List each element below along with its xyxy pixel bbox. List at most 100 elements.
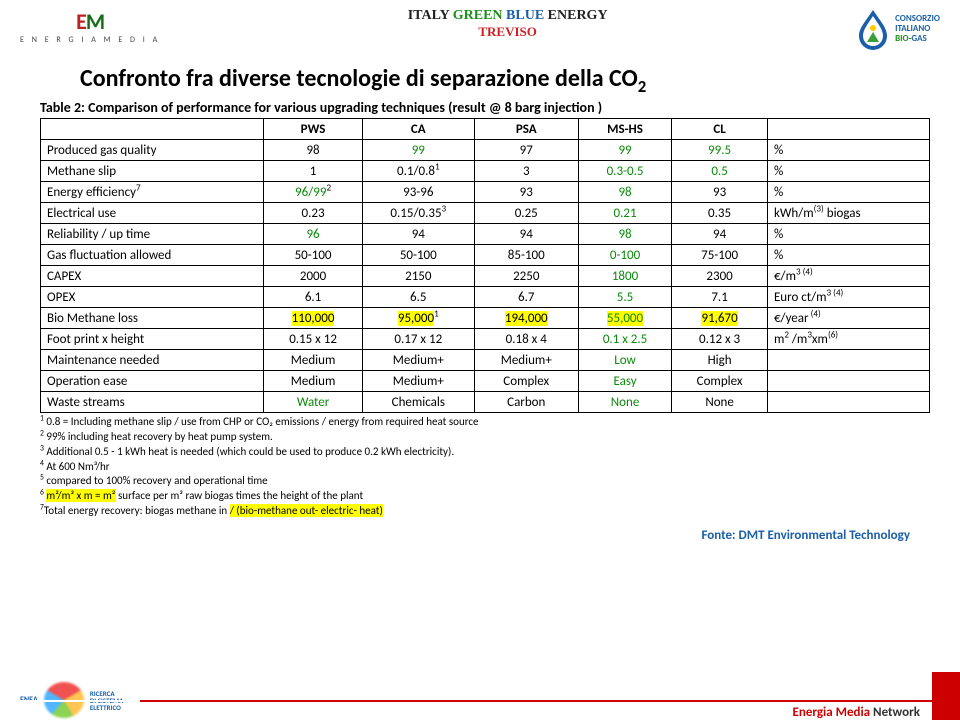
cell: 0.1 x 2.5: [578, 329, 671, 350]
cell: Easy: [578, 371, 671, 392]
table-row: Bio Methane loss110,00095,0001194,00055,…: [41, 308, 930, 329]
cell: 98: [578, 224, 671, 245]
cell: Medium+: [474, 350, 578, 371]
row-label: Produced gas quality: [41, 140, 264, 161]
footnote: 1 0.8 = Including methane slip / use fro…: [40, 415, 930, 430]
cell: 2250: [474, 266, 578, 287]
col-header: MS-HS: [578, 119, 671, 140]
cell: Low: [578, 350, 671, 371]
cell: 2150: [362, 266, 474, 287]
logo-event: ITALY GREEN BLUE ENERGY TREVISO: [408, 8, 608, 40]
cell: 93: [474, 182, 578, 203]
cell: 96/992: [264, 182, 363, 203]
col-header: PWS: [264, 119, 363, 140]
unit-cell: €/m3 (4): [767, 266, 929, 287]
footer-brand: Energia Media Network: [793, 705, 920, 720]
cell: 55,000: [578, 308, 671, 329]
col-header: CA: [362, 119, 474, 140]
unit-cell: %: [767, 245, 929, 266]
table-row: Electrical use0.230.15/0.3530.250.210.35…: [41, 203, 930, 224]
cell: 0.15 x 12: [264, 329, 363, 350]
logo-e: E: [76, 8, 86, 35]
cell: High: [672, 350, 768, 371]
cell: 50-100: [264, 245, 363, 266]
cell: 0.12 x 3: [672, 329, 768, 350]
cell: 75-100: [672, 245, 768, 266]
cell: 0.35: [672, 203, 768, 224]
table-row: Gas fluctuation allowed50-10050-10085-10…: [41, 245, 930, 266]
cell: 94: [362, 224, 474, 245]
cell: 0.18 x 4: [474, 329, 578, 350]
table-row: Maintenance neededMediumMedium+Medium+Lo…: [41, 350, 930, 371]
header: EM E N E R G I A M E D I A ITALY GREEN B…: [0, 0, 960, 56]
cell: 0.21: [578, 203, 671, 224]
unit-cell: %: [767, 182, 929, 203]
cell: 2300: [672, 266, 768, 287]
cell: Medium+: [362, 350, 474, 371]
footnotes: 1 0.8 = Including methane slip / use fro…: [40, 415, 930, 519]
table-row: Methane slip10.1/0.8130.3-0.50.5%: [41, 161, 930, 182]
row-label: Methane slip: [41, 161, 264, 182]
unit-cell: %: [767, 140, 929, 161]
cell: 110,000: [264, 308, 363, 329]
col-header: CL: [672, 119, 768, 140]
comparison-table: PWSCAPSAMS-HSCL Produced gas quality9899…: [40, 118, 930, 413]
cell: 91,670: [672, 308, 768, 329]
footer: ENEA RICERCA DI SISTEMA ELETTRICO Energi…: [0, 672, 960, 720]
cell: Complex: [474, 371, 578, 392]
footnote: 3 Additional 0.5 - 1 kWh heat is needed …: [40, 445, 930, 460]
row-label: OPEX: [41, 287, 264, 308]
cell: 2000: [264, 266, 363, 287]
cell: Carbon: [474, 392, 578, 413]
table-row: Energy efficiency796/99293-96939893%: [41, 182, 930, 203]
table-caption: Table 2: Comparison of performance for v…: [40, 99, 930, 116]
row-label: CAPEX: [41, 266, 264, 287]
table-row: Waste streamsWaterChemicalsCarbonNoneNon…: [41, 392, 930, 413]
row-label: Waste streams: [41, 392, 264, 413]
unit-cell: [767, 350, 929, 371]
table-row: OPEX6.16.56.75.57.1Euro ct/m3 (4): [41, 287, 930, 308]
row-label: Reliability / up time: [41, 224, 264, 245]
cell: 0.23: [264, 203, 363, 224]
cell: 50-100: [362, 245, 474, 266]
cell: 194,000: [474, 308, 578, 329]
logo-m: M: [86, 8, 104, 35]
cell: 97: [474, 140, 578, 161]
footnote: 2 99% including heat recovery by heat pu…: [40, 430, 930, 445]
cell: 7.1: [672, 287, 768, 308]
unit-cell: [767, 371, 929, 392]
table-row: Operation easeMediumMedium+ComplexEasyCo…: [41, 371, 930, 392]
unit-cell: m2 /m3xm(6): [767, 329, 929, 350]
row-label: Foot print x height: [41, 329, 264, 350]
cell: 5.5: [578, 287, 671, 308]
cell: 93-96: [362, 182, 474, 203]
logo-biogas: CONSORZIO ITALIANO BIO-GAS: [855, 8, 940, 50]
unit-cell: %: [767, 224, 929, 245]
logo-energiamedia: EM E N E R G I A M E D I A: [20, 8, 160, 45]
unit-cell: Euro ct/m3 (4): [767, 287, 929, 308]
cell: 0.3-0.5: [578, 161, 671, 182]
row-label: Gas fluctuation allowed: [41, 245, 264, 266]
cell: None: [578, 392, 671, 413]
cell: 98: [578, 182, 671, 203]
cell: 93: [672, 182, 768, 203]
footer-red-block: [932, 672, 960, 720]
cell: 96: [264, 224, 363, 245]
cell: Water: [264, 392, 363, 413]
table-row: Foot print x height0.15 x 120.17 x 120.1…: [41, 329, 930, 350]
cell: 6.5: [362, 287, 474, 308]
cell: 95,0001: [362, 308, 474, 329]
cell: Medium: [264, 371, 363, 392]
cell: 0.25: [474, 203, 578, 224]
row-label: Maintenance needed: [41, 350, 264, 371]
col-header: [41, 119, 264, 140]
biogas-drop-icon: [855, 8, 891, 50]
cell: 0.15/0.353: [362, 203, 474, 224]
table-row: Produced gas quality9899979999.5%: [41, 140, 930, 161]
cell: 0.1/0.81: [362, 161, 474, 182]
page-title: Confronto fra diverse tecnologie di sepa…: [0, 56, 960, 99]
cell: 99: [578, 140, 671, 161]
cell: 99.5: [672, 140, 768, 161]
cell: 85-100: [474, 245, 578, 266]
source-label: Fonte: DMT Environmental Technology: [701, 528, 910, 543]
